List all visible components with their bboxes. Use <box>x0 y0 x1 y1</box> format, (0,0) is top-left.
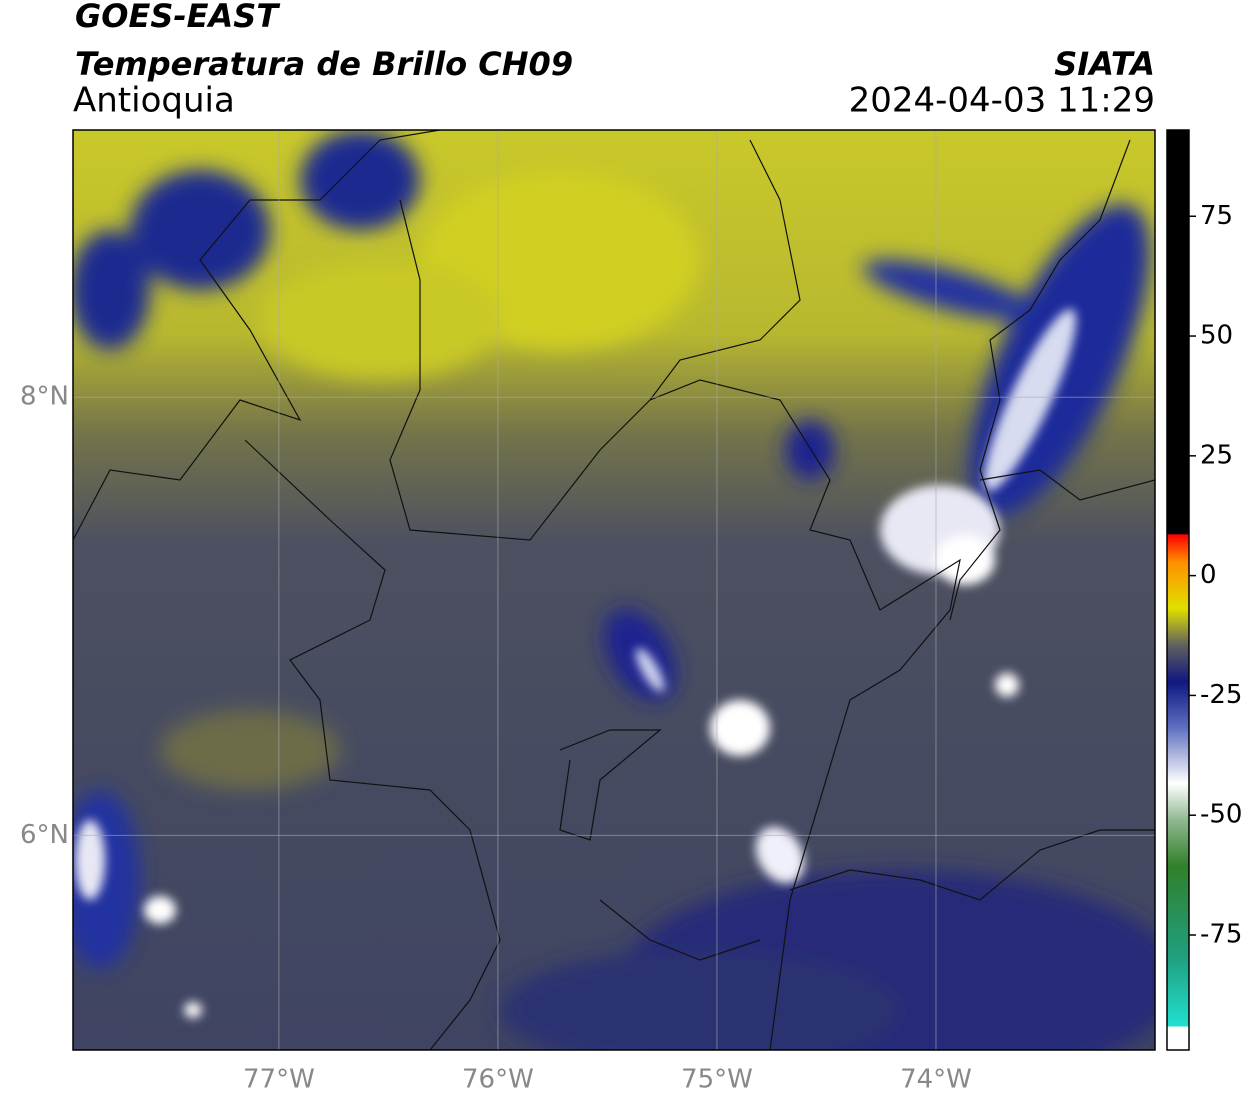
y-tick-label: 6°N <box>20 820 69 850</box>
colorbar-tick-label: 75 <box>1200 201 1233 231</box>
satellite-image <box>73 130 1155 1050</box>
colorbar-tick-label: 50 <box>1200 321 1233 351</box>
colorbar-tick-label: 0 <box>1200 560 1217 590</box>
map-frame <box>72 129 1156 1051</box>
colorbar-tick-label: -75 <box>1200 920 1242 950</box>
x-tick-label: 75°W <box>681 1065 753 1095</box>
x-tick-label: 74°W <box>900 1065 972 1095</box>
grid <box>73 130 1155 1050</box>
region-label: Antioquia <box>73 81 235 121</box>
datetime-label: 2024-04-03 11:29 <box>849 81 1155 121</box>
x-tick-label: 76°W <box>462 1065 534 1095</box>
colorbar-tick-label: -25 <box>1200 680 1242 710</box>
source-title: SIATA <box>1054 45 1155 83</box>
colorbar-tick-label: -50 <box>1200 800 1242 830</box>
colorbar <box>1166 129 1190 1051</box>
satellite-title: GOES-EAST <box>75 0 280 35</box>
colorbar-tick-label: 25 <box>1200 440 1233 470</box>
y-tick-label: 8°N <box>20 382 69 412</box>
x-tick-label: 77°W <box>243 1065 315 1095</box>
product-title: Temperatura de Brillo CH09 <box>75 45 573 83</box>
